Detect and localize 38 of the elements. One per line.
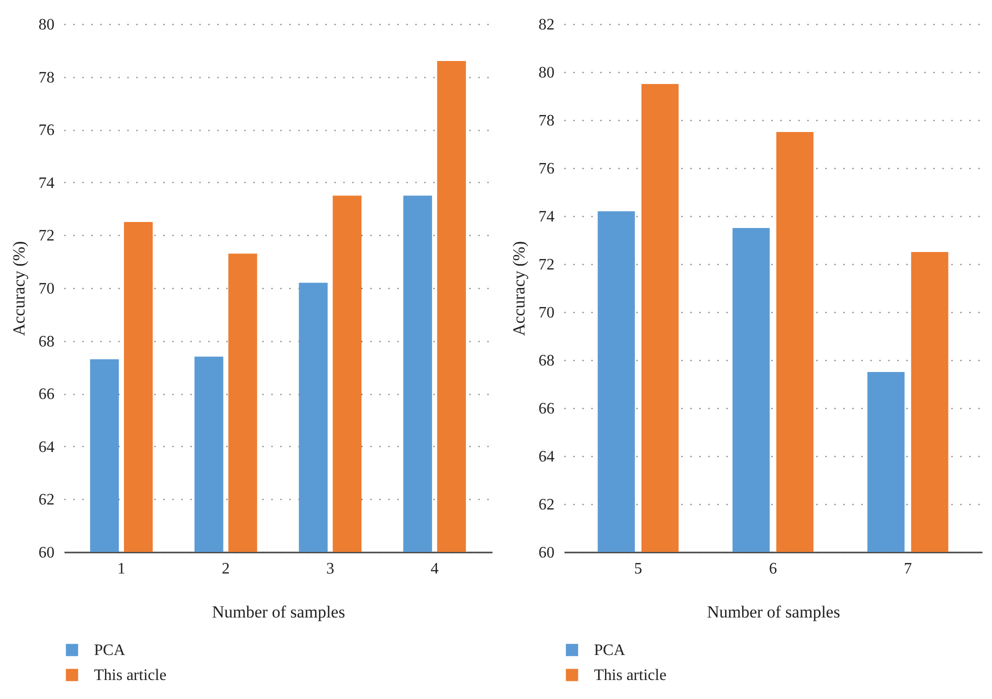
- x-axis-title: Number of samples: [706, 602, 840, 622]
- legend-label: PCA: [594, 642, 626, 659]
- legend-label: This article: [594, 667, 666, 684]
- y-tick-label: 76: [538, 160, 554, 178]
- y-tick-label: 66: [38, 386, 54, 404]
- x-axis-title: Number of samples: [212, 602, 346, 622]
- y-tick-label: 74: [38, 174, 54, 192]
- x-tick-label: 1: [117, 560, 126, 578]
- y-tick-label: 74: [538, 208, 554, 226]
- y-tick-label: 64: [538, 448, 554, 466]
- y-tick-label: 66: [538, 400, 554, 418]
- legend-label: This article: [94, 667, 166, 684]
- y-tick-label: 64: [38, 438, 54, 456]
- y-tick-label: 70: [538, 304, 554, 322]
- legend-label: PCA: [94, 642, 126, 659]
- y-tick-label: 70: [38, 280, 54, 298]
- y-tick-label: 62: [38, 492, 54, 509]
- y-tick-label: 76: [38, 122, 54, 140]
- y-tick-label: 80: [538, 64, 554, 82]
- x-tick-label: 7: [904, 560, 912, 578]
- y-tick-label: 78: [538, 112, 554, 130]
- x-tick-label: 6: [769, 560, 777, 578]
- y-tick-label: 82: [538, 16, 554, 34]
- y-tick-label: 68: [38, 333, 54, 350]
- y-tick-label: 80: [38, 16, 54, 34]
- y-tick-label: 60: [538, 544, 554, 562]
- y-tick-label: 60: [38, 544, 54, 562]
- y-tick-label: 68: [538, 352, 554, 370]
- y-axis-title: Accuracy (%): [510, 241, 528, 336]
- y-tick-label: 62: [538, 496, 554, 514]
- y-tick-label: 78: [38, 69, 54, 86]
- y-axis-title: Accuracy (%): [10, 241, 28, 336]
- x-tick-label: 3: [326, 560, 334, 578]
- x-tick-label: 2: [222, 560, 230, 578]
- y-tick-label: 72: [38, 228, 54, 245]
- x-tick-label: 5: [634, 560, 642, 578]
- y-tick-label: 72: [538, 256, 554, 274]
- x-tick-label: 4: [430, 560, 439, 578]
